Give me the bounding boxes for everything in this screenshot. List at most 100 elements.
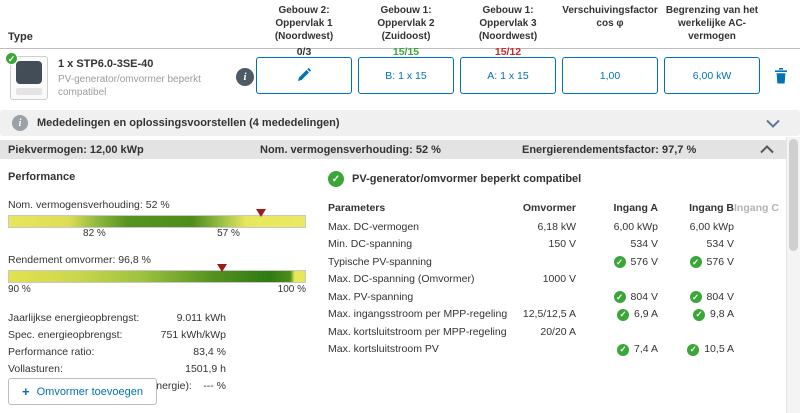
gauge-tick-label: 57 % (217, 228, 240, 239)
input-a-value: ✓ 804 V (576, 289, 658, 307)
performance-title: Performance (8, 171, 76, 183)
check-icon: ✓ (689, 291, 702, 304)
check-icon: ✓ (617, 343, 630, 356)
input-a-value: 534 V (630, 238, 658, 250)
stat-value: --- % (203, 380, 226, 392)
table-row: Max. ingangsstroom per MPP-regeling 12,5… (328, 306, 778, 324)
column-title: cos φ (596, 18, 624, 29)
input-b-value (658, 271, 734, 289)
input-a-value: ✓ 7,4 A (576, 341, 658, 359)
gauge-marker-icon (255, 209, 266, 217)
info-icon: i (12, 115, 28, 131)
stat-label: Spec. energieopbrengst: (8, 329, 123, 341)
inverter-name: 1 x STP6.0-3SE-40 (58, 58, 154, 70)
col-input-c: Ingang C (734, 202, 779, 214)
col-input-a: Ingang A (613, 202, 658, 214)
edit-layout-button[interactable] (256, 57, 352, 94)
messages-bar-label: Mededelingen en oplossingsvoorstellen (4… (37, 117, 340, 129)
inverter-info-icon[interactable]: i (236, 68, 254, 86)
inverter-image: ✓ (5, 52, 48, 100)
input-b-value: ✓ 804 V (658, 289, 734, 307)
column-title: Gebouw 1: Oppervlak 3 (479, 5, 537, 29)
column-title: Begrenzing van het (665, 5, 759, 16)
input-c-value (734, 324, 778, 342)
input-a-value (576, 324, 658, 342)
inverter-value (510, 289, 576, 307)
compatibility-section: ✓ PV-generator/omvormer beperkt compatib… (328, 169, 779, 395)
param-label: Max. DC-spanning (Omvormer) (328, 273, 475, 285)
stat-row: Spec. energieopbrengst: 751 kWh/kWp (8, 327, 226, 344)
table-row: Min. DC-spanning 150 V 534 V 534 V (328, 236, 778, 254)
efficiency-gauge-ticks: 90 % 100 % (8, 284, 306, 295)
input-c-value (734, 271, 778, 289)
column-title: (Zuidoost) (381, 31, 431, 42)
column-header-ac-limit: Begrenzing van het werkelijke AC-vermoge… (664, 4, 760, 60)
stat-value: 9.011 kWh (176, 312, 226, 324)
add-inverter-label: Omvormer toevoegen (36, 385, 143, 398)
efficiency-gauge (8, 264, 306, 283)
param-label: Min. DC-spanning (328, 238, 413, 250)
param-label: Max. ingangsstroom per MPP-regeling (328, 308, 508, 320)
inverter-value (510, 254, 576, 272)
scrollbar-thumb[interactable] (789, 139, 798, 251)
input-b-strings-button[interactable]: B: 1 x 15 (358, 57, 454, 94)
column-header-surface-1: Gebouw 2: Oppervlak 1 (Noordwest) 0/3 (256, 4, 352, 60)
input-b-value: ✓ 9,8 A (658, 306, 734, 324)
plus-icon: + (22, 384, 30, 399)
energy-yield-factor-value: Energierendementsfactor: 97,7 % (522, 143, 697, 156)
nominal-ratio-gauge (8, 209, 306, 228)
inverter-value: 1000 V (542, 273, 576, 285)
vertical-scrollbar[interactable] (786, 137, 800, 413)
column-header-row: Type Gebouw 2: Oppervlak 1 (Noordwest) 0… (0, 0, 800, 58)
col-inverter: Omvormer (522, 202, 576, 214)
table-row: Max. DC-vermogen 6,18 kW 6,00 kWp 6,00 k… (328, 219, 778, 237)
input-b-value: ✓ 10,5 A (658, 341, 734, 359)
ac-limit-button[interactable]: 6,00 kW (664, 57, 760, 94)
gauge-tick-label: 82 % (83, 228, 106, 239)
value-text: 804 V (706, 290, 734, 303)
input-b-value: ✓ 576 V (658, 254, 734, 272)
input-b-value (658, 324, 734, 342)
input-a-value (576, 271, 658, 289)
nominal-ratio-value: Nom. vermogensverhouding: 52 % (260, 143, 441, 156)
value-text: 804 V (630, 290, 658, 303)
inverter-image-face (16, 61, 42, 84)
stat-label: Performance ratio: (8, 346, 95, 358)
table-header-row: Parameters Omvormer Ingang A Ingang B In… (328, 200, 779, 218)
gauge-min-label: 90 % (8, 284, 31, 295)
inverter-value: 6,18 kW (537, 220, 576, 233)
chevron-down-icon[interactable] (766, 119, 780, 128)
table-row: Max. DC-spanning (Omvormer) 1000 V (328, 271, 778, 289)
inverter-value (510, 341, 576, 359)
check-icon: ✓ (617, 308, 630, 321)
check-icon: ✓ (687, 343, 700, 356)
input-a-value: ✓ 576 V (576, 254, 658, 272)
column-title: Verschuivingsfactor (562, 5, 658, 16)
trash-icon (774, 68, 788, 87)
compatibility-header: ✓ PV-generator/omvormer beperkt compatib… (328, 171, 778, 187)
value-text: 10,5 A (704, 343, 734, 355)
inverter-ok-check-icon: ✓ (5, 52, 18, 65)
add-inverter-button[interactable]: + Omvormer toevoegen (8, 378, 157, 405)
chevron-up-icon[interactable] (760, 145, 774, 154)
stat-row: Jaarlijkse energieopbrengst: 9.011 kWh (8, 310, 226, 327)
inverter-value: 12,5/12,5 A (522, 308, 576, 320)
stat-row: Vollasturen: 1501,9 h (8, 361, 226, 378)
cos-phi-button[interactable]: 1,00 (562, 57, 658, 94)
table-row: Max. PV-spanning ✓ 804 V ✓ 804 V (328, 289, 778, 307)
column-title: Gebouw 2: Oppervlak 1 (275, 5, 333, 29)
input-a-strings-button[interactable]: A: 1 x 15 (460, 57, 556, 94)
delete-inverter-button[interactable] (774, 68, 788, 87)
module-count: 0/3 (296, 46, 312, 58)
messages-bar[interactable]: i Mededelingen en oplossingsvoorstellen … (0, 110, 800, 136)
column-title: Gebouw 1: Oppervlak 2 (377, 5, 435, 29)
footer: + Omvormer toevoegen (8, 378, 157, 405)
surface-column-headers: Gebouw 2: Oppervlak 1 (Noordwest) 0/3 Ge… (256, 4, 760, 60)
inverter-value: 20/20 A (540, 325, 576, 338)
input-c-value (734, 254, 778, 272)
inverter-name-block: 1 x STP6.0-3SE-40 PV-generator/omvormer … (58, 58, 230, 99)
performance-section: Performance Nom. vermogensverhouding: 52… (8, 169, 306, 395)
inverter-row: ✓ 1 x STP6.0-3SE-40 PV-generator/omvorme… (0, 49, 800, 107)
value-text: 6,9 A (634, 308, 658, 320)
type-column-label: Type (8, 31, 33, 43)
